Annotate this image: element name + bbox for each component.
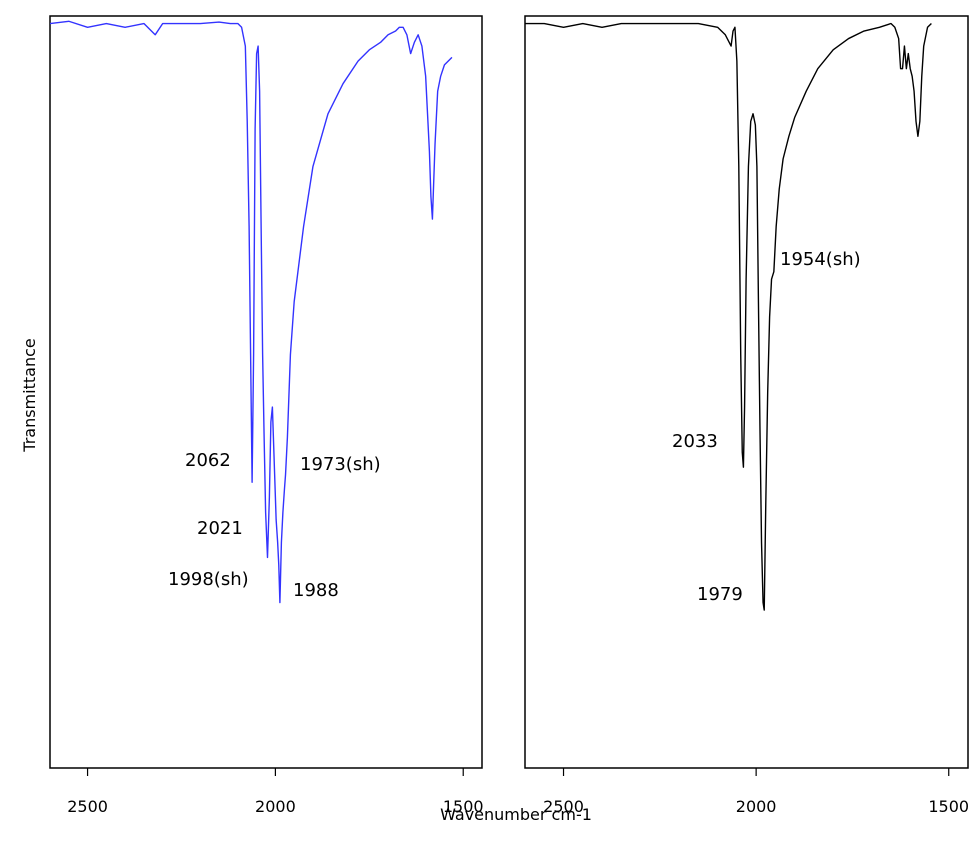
peak-label: 1988	[293, 580, 339, 601]
peak-label: 1973(sh)	[300, 454, 381, 475]
x-tick-label: 2000	[736, 797, 777, 816]
x-tick-label: 1500	[928, 797, 969, 816]
spectrum-panel-2: 2500 2000 1500 1954(sh) 2033 1979	[524, 15, 969, 816]
spectrum-panel-1: 2500 2000 1500 2062 1973(sh) 2021 1998(sh) 1988	[49, 15, 484, 816]
x-tick-label: 2500	[67, 797, 108, 816]
peak-label: 1979	[697, 584, 743, 605]
plot-frame	[49, 15, 483, 769]
peak-label: 2021	[197, 518, 243, 539]
x-axis-label: Wavenumber cm-1	[440, 805, 592, 824]
y-axis-label: Transmittance	[20, 338, 39, 452]
spectrum-line-1	[49, 20, 453, 604]
x-tick-label: 2000	[255, 797, 296, 816]
peak-label: 1998(sh)	[168, 569, 249, 590]
peak-label: 2062	[185, 450, 231, 471]
x-tick-label: 2500	[543, 797, 584, 816]
peak-label: 1954(sh)	[780, 249, 861, 270]
x-tick-label: 1500	[443, 797, 484, 816]
spectrum-line-2	[525, 22, 932, 611]
plot-frame	[524, 15, 969, 769]
peak-label: 2033	[672, 431, 718, 452]
